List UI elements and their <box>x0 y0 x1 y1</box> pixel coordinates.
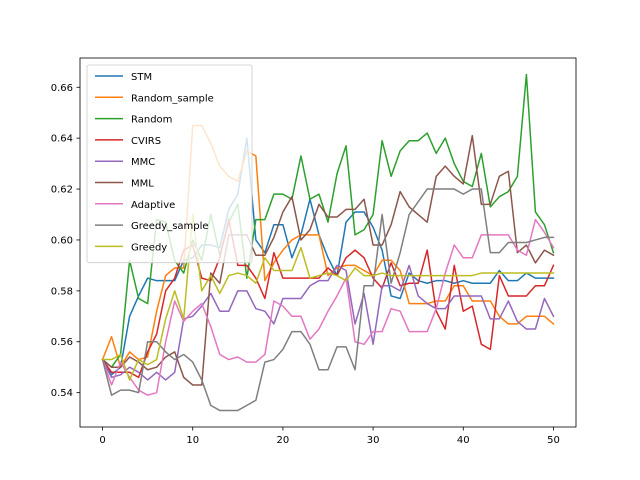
x-tick-label: 40 <box>457 435 470 446</box>
y-axis: 0.54 0.56 0.58 0.60 0.62 0.64 0.66 <box>51 83 80 399</box>
y-tick-label: 0.66 <box>51 83 73 94</box>
x-tick-label: 0 <box>99 435 105 446</box>
legend: STM Random_sample Random CVIRS MMC MML Adaptiv… <box>86 64 253 264</box>
legend-box <box>86 64 253 264</box>
x-axis: 0 10 20 30 40 50 <box>99 427 560 446</box>
series-line-adaptive <box>101 218 555 396</box>
x-tick-label: 50 <box>547 435 560 446</box>
series-line-stm <box>101 137 555 376</box>
series-line-mmc <box>101 264 555 381</box>
y-tick-label: 0.64 <box>51 134 73 145</box>
series-layer <box>101 73 555 412</box>
x-tick-label: 10 <box>186 435 199 446</box>
axes-frame <box>79 57 577 428</box>
legend-label: Random_sample <box>131 93 214 104</box>
series-line-cvirs <box>101 218 555 379</box>
legend-label: CVIRS <box>131 136 161 147</box>
legend-label: MMC <box>131 157 155 168</box>
legend-label: Adaptive <box>131 200 175 211</box>
legend-label: STM <box>131 72 152 83</box>
legend-label: MML <box>131 179 154 190</box>
y-tick-label: 0.60 <box>51 235 73 246</box>
series-line-greedy <box>101 213 555 381</box>
series-line-random <box>101 73 555 368</box>
legend-label: Greedy <box>131 242 167 253</box>
legend-label: Greedy_sample <box>131 221 209 232</box>
x-tick-label: 30 <box>367 435 380 446</box>
y-tick-label: 0.54 <box>51 388 73 399</box>
y-tick-label: 0.58 <box>51 286 73 297</box>
series-line-mml <box>101 134 555 386</box>
y-tick-label: 0.56 <box>51 337 73 348</box>
series-line-greedy-sample <box>101 188 555 412</box>
legend-label: Random <box>131 115 172 126</box>
x-tick-label: 20 <box>277 435 290 446</box>
y-tick-label: 0.62 <box>51 185 73 196</box>
